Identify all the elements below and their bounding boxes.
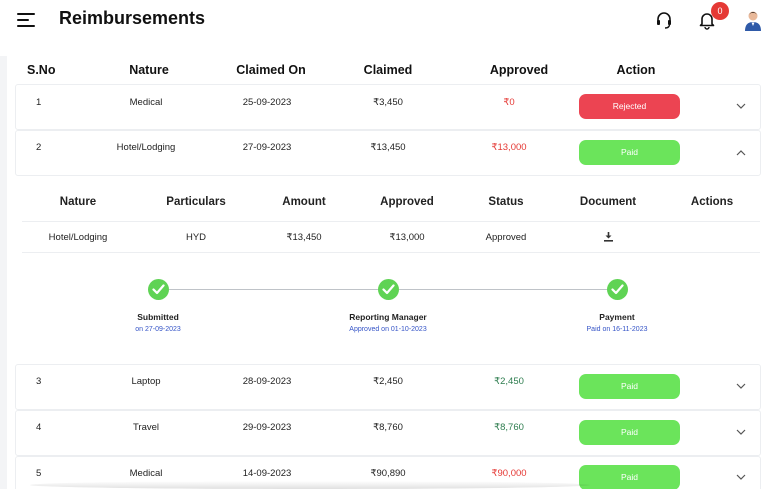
row-claimed-on: 25-09-2023 [242, 97, 292, 108]
chevron-down-icon[interactable] [736, 103, 746, 110]
step-title-submitted: Submitted [137, 312, 179, 322]
download-icon[interactable] [603, 231, 614, 242]
progress-track [399, 289, 607, 290]
row-claimed: ₹3,450 [373, 97, 403, 108]
chevron-up-icon[interactable] [736, 149, 746, 156]
col-claimed: Claimed [363, 63, 413, 77]
row-nature: Medical [129, 97, 163, 108]
detail-col-amount: Amount [282, 196, 326, 208]
row-sno: 3 [36, 376, 42, 387]
page-title: Reimbursements [59, 8, 206, 28]
divider [22, 221, 760, 222]
col-nature: Nature [129, 63, 169, 77]
row-approved: ₹2,450 [494, 376, 524, 387]
row-nature: Laptop [131, 376, 161, 387]
step-complete-icon [148, 279, 169, 300]
row-claimed: ₹2,450 [373, 376, 403, 387]
user-avatar[interactable] [743, 9, 763, 31]
col-sno: S.No [27, 63, 56, 77]
row-claimed-on: 27-09-2023 [242, 142, 292, 153]
detail-col-status: Status [488, 196, 524, 208]
bell-icon[interactable] [697, 10, 717, 30]
chevron-down-icon[interactable] [736, 474, 746, 481]
divider [22, 252, 760, 253]
claim-detail-panel [15, 177, 761, 365]
row-claimed: ₹13,450 [370, 142, 406, 153]
col-claimed-on: Claimed On [236, 63, 306, 77]
chevron-down-icon[interactable] [736, 429, 746, 436]
chevron-down-icon[interactable] [736, 383, 746, 390]
rejected-button[interactable]: Rejected [579, 94, 680, 119]
left-scroll-edge [0, 56, 7, 489]
detail-particulars: HYD [185, 232, 207, 243]
paid-button[interactable]: Paid [579, 465, 680, 489]
menu-icon[interactable] [17, 13, 35, 27]
detail-amount: ₹13,450 [286, 232, 322, 243]
col-action: Action [616, 63, 656, 77]
detail-nature: Hotel/Lodging [48, 232, 108, 243]
detail-col-document: Document [579, 196, 637, 208]
step-date-reporting-manager: Approved on 01-10-2023 [349, 326, 427, 333]
step-complete-icon [607, 279, 628, 300]
progress-track [169, 289, 378, 290]
col-approved: Approved [489, 63, 549, 77]
step-complete-icon [378, 279, 399, 300]
detail-approved: ₹13,000 [389, 232, 425, 243]
row-nature: Medical [129, 468, 163, 479]
detail-col-actions: Actions [690, 196, 734, 208]
row-nature: Travel [132, 422, 160, 433]
detail-col-particulars: Particulars [166, 196, 226, 208]
detail-status: Approved [485, 232, 527, 243]
row-nature: Hotel/Lodging [116, 142, 176, 153]
headset-icon[interactable] [654, 10, 674, 30]
step-date-submitted: on 27-09-2023 [135, 326, 181, 333]
row-approved: ₹13,000 [491, 142, 527, 153]
top-header: Reimbursements 0 [0, 0, 768, 44]
row-approved: ₹0 [503, 97, 515, 108]
row-approved: ₹8,760 [494, 422, 524, 433]
row-sno: 2 [36, 142, 42, 153]
paid-button[interactable]: Paid [579, 374, 680, 399]
row-claimed: ₹8,760 [373, 422, 403, 433]
detail-col-nature: Nature [59, 196, 97, 208]
notification-count-badge: 0 [711, 2, 729, 20]
row-claimed-on: 14-09-2023 [242, 468, 292, 479]
row-claimed-on: 29-09-2023 [242, 422, 292, 433]
scroll-shadow [30, 481, 590, 489]
row-claimed-on: 28-09-2023 [242, 376, 292, 387]
row-sno: 1 [36, 97, 42, 108]
step-date-payment: Paid on 16-11-2023 [586, 326, 648, 333]
table-row[interactable] [15, 410, 761, 456]
paid-button[interactable]: Paid [579, 140, 680, 165]
row-approved: ₹90,000 [491, 468, 527, 479]
paid-button[interactable]: Paid [579, 420, 680, 445]
detail-col-approved: Approved [380, 196, 434, 208]
row-sno: 5 [36, 468, 42, 479]
step-title-reporting-manager: Reporting Manager [349, 312, 427, 322]
row-sno: 4 [36, 422, 42, 433]
row-claimed: ₹90,890 [370, 468, 406, 479]
step-title-payment: Payment [599, 312, 635, 322]
